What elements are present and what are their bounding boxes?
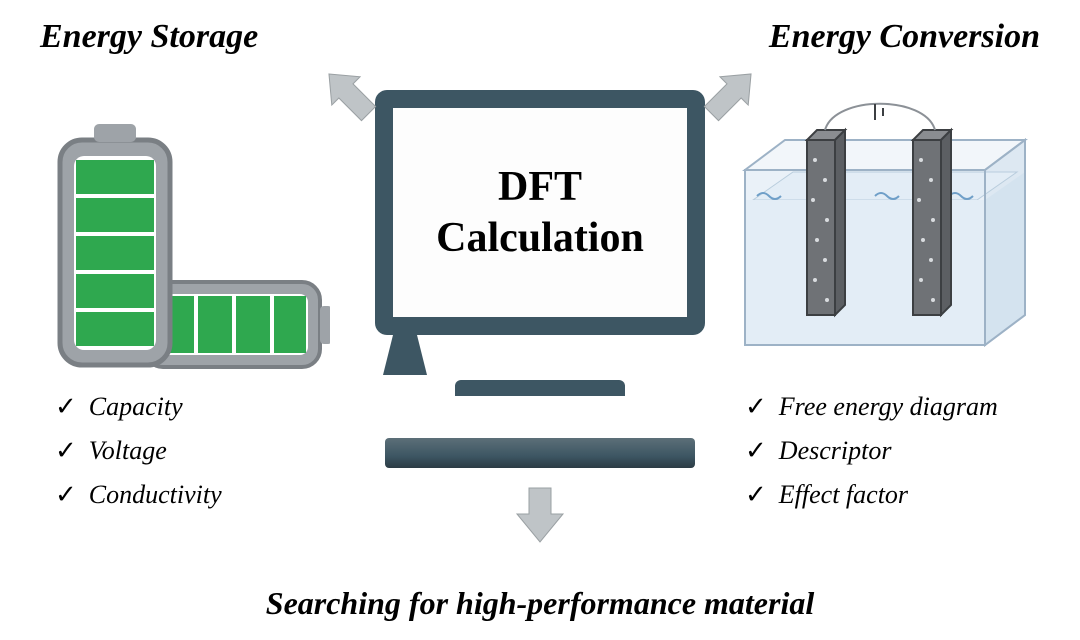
monitor: DFT Calculation (375, 90, 705, 396)
monitor-line1: DFT (498, 164, 582, 210)
monitor-screen: DFT Calculation (393, 108, 687, 317)
monitor-bezel: DFT Calculation (375, 90, 705, 335)
heading-energy-storage: Energy Storage (40, 18, 258, 56)
monitor-line2: Calculation (436, 215, 644, 261)
check-conductivity: Conductivity (55, 473, 222, 517)
electrolysis-cell (725, 100, 1045, 380)
arrow-down (505, 480, 575, 550)
battery-horizontal (145, 282, 330, 367)
electrode-right (913, 130, 951, 315)
checklist-right: Free energy diagram Descriptor Effect fa… (745, 385, 998, 518)
wire (825, 104, 935, 130)
arrow-up-right (687, 58, 767, 138)
check-capacity: Capacity (55, 385, 222, 429)
monitor-base (455, 380, 625, 396)
battery-vertical (60, 124, 170, 365)
voltage-source (875, 104, 883, 120)
check-free-energy: Free energy diagram (745, 385, 998, 429)
arrow-up-left (313, 58, 393, 138)
check-voltage: Voltage (55, 429, 222, 473)
battery-illustration (30, 110, 330, 390)
keyboard (385, 438, 695, 468)
check-effect-factor: Effect factor (745, 473, 998, 517)
checklist-left: Capacity Voltage Conductivity (55, 385, 222, 518)
check-descriptor: Descriptor (745, 429, 998, 473)
tank (745, 140, 1025, 345)
electrode-left (807, 130, 845, 315)
bottom-caption: Searching for high-performance material (0, 585, 1080, 622)
heading-energy-conversion: Energy Conversion (769, 18, 1040, 56)
monitor-neck (375, 335, 435, 375)
